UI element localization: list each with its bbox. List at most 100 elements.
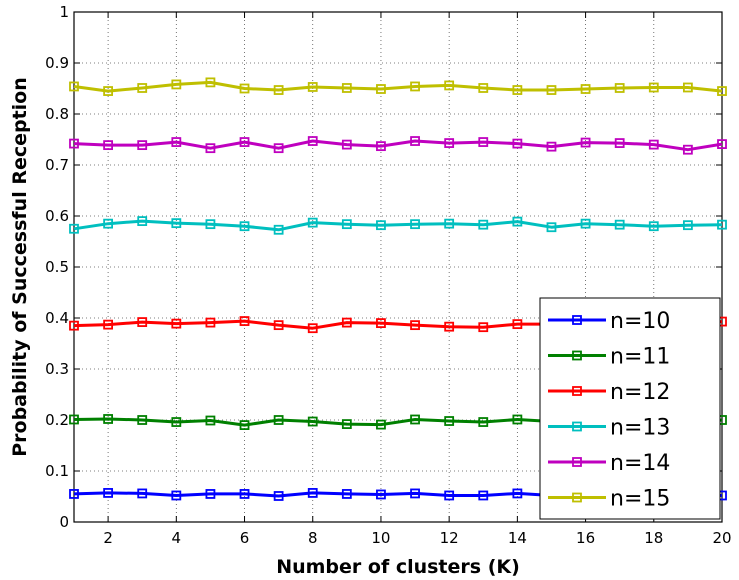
data-point-marker [69,138,79,149]
data-point-marker [341,83,352,93]
data-point-marker [137,216,148,227]
x-tick-label: 4 [172,529,182,547]
data-point-marker [341,219,352,230]
legend: n=10 n=11 n=12 n=13 n=14 n=15 [539,297,721,520]
data-point-marker [103,218,114,229]
data-point-marker [171,490,182,501]
data-point-marker [580,137,591,148]
legend-item: n=10 [548,309,670,334]
series-line [73,219,723,232]
data-point-marker [239,83,250,94]
data-point-marker [614,138,625,148]
data-point-marker [478,417,489,427]
data-point-marker [205,219,216,230]
data-point-marker [137,83,148,93]
legend-item: n=15 [548,487,670,512]
data-point-marker [512,85,523,95]
legend-label: n=11 [610,345,670,370]
data-point-marker [171,218,182,229]
data-point-marker [512,319,523,330]
legend-label: n=13 [610,416,670,441]
data-point-marker [648,82,659,93]
data-point-marker [69,414,79,425]
data-point-marker [546,141,557,152]
legend-label: n=15 [610,487,670,512]
legend-item: n=13 [548,416,670,441]
data-point-marker [376,141,386,152]
data-point-marker [410,488,420,499]
data-point-marker [205,489,216,499]
data-point-marker [478,322,489,333]
y-tick-label: 0.6 [45,207,69,225]
data-point-marker [137,317,148,327]
data-point-marker [648,221,659,232]
data-point-marker [717,139,727,149]
data-point-marker [307,217,318,228]
legend-marker [572,421,582,432]
data-point-marker [512,414,523,425]
legend-item: n=14 [548,451,670,476]
data-point-marker [376,489,386,500]
data-point-marker [376,318,386,329]
y-tick-label: 0.4 [45,309,69,327]
y-tick-label: 0.7 [45,156,69,174]
data-point-marker [171,137,182,147]
data-point-marker [410,136,420,146]
x-tick-label: 10 [371,529,390,547]
data-point-marker [137,488,148,499]
series-n-13 [69,216,727,235]
data-point-marker [512,216,523,227]
data-point-marker [682,82,693,93]
data-point-marker [614,219,625,230]
data-point-marker [410,219,420,230]
data-point-marker [648,139,659,150]
data-point-marker [478,219,489,230]
data-point-marker [69,320,79,331]
data-point-marker [341,139,352,150]
x-tick-label: 6 [240,529,250,547]
data-point-marker [444,80,455,91]
data-point-marker [307,82,318,92]
data-point-marker [682,144,693,155]
y-tick-label: 0.8 [45,105,69,123]
legend-marker [572,350,582,361]
data-point-marker [137,140,148,151]
data-point-marker [410,81,420,92]
y-tick-label: 1 [59,3,69,21]
data-point-marker [512,488,523,499]
data-point-marker [307,416,318,427]
data-point-marker [410,414,420,425]
y-tick-label: 0.5 [45,258,69,276]
data-point-marker [273,491,284,501]
legend-marker [572,386,582,396]
data-point-marker [580,84,591,94]
data-point-marker [103,140,114,151]
data-point-marker [444,138,455,148]
data-point-marker [444,218,455,229]
data-point-marker [410,320,420,331]
data-point-marker [239,221,250,232]
data-point-marker [137,415,148,425]
x-axis-label: Number of clusters (K) [276,556,520,578]
data-point-marker [376,419,386,430]
data-point-marker [239,489,250,499]
data-point-marker [239,316,250,326]
data-point-marker [69,81,79,92]
series-line [73,80,723,93]
x-tick-label: 2 [103,529,113,547]
x-tick-label: 18 [644,529,663,547]
axis-ticks: 2 4 6 8 10 12 14 16 18 20 0 0.1 0.2 0.3 0.4 0.5 0.6 0.7 0.… [45,3,731,547]
x-tick-label: 20 [712,529,731,547]
data-point-marker [341,317,352,328]
legend-marker [572,315,582,325]
y-tick-label: 0.3 [45,360,69,378]
series-line [73,139,723,152]
data-point-marker [103,488,114,498]
x-tick-label: 12 [440,529,459,547]
data-point-marker [478,490,489,501]
data-point-marker [682,220,693,231]
data-point-marker [376,84,386,94]
data-point-marker [341,489,352,499]
data-point-marker [273,143,284,154]
data-point-marker [273,85,284,95]
